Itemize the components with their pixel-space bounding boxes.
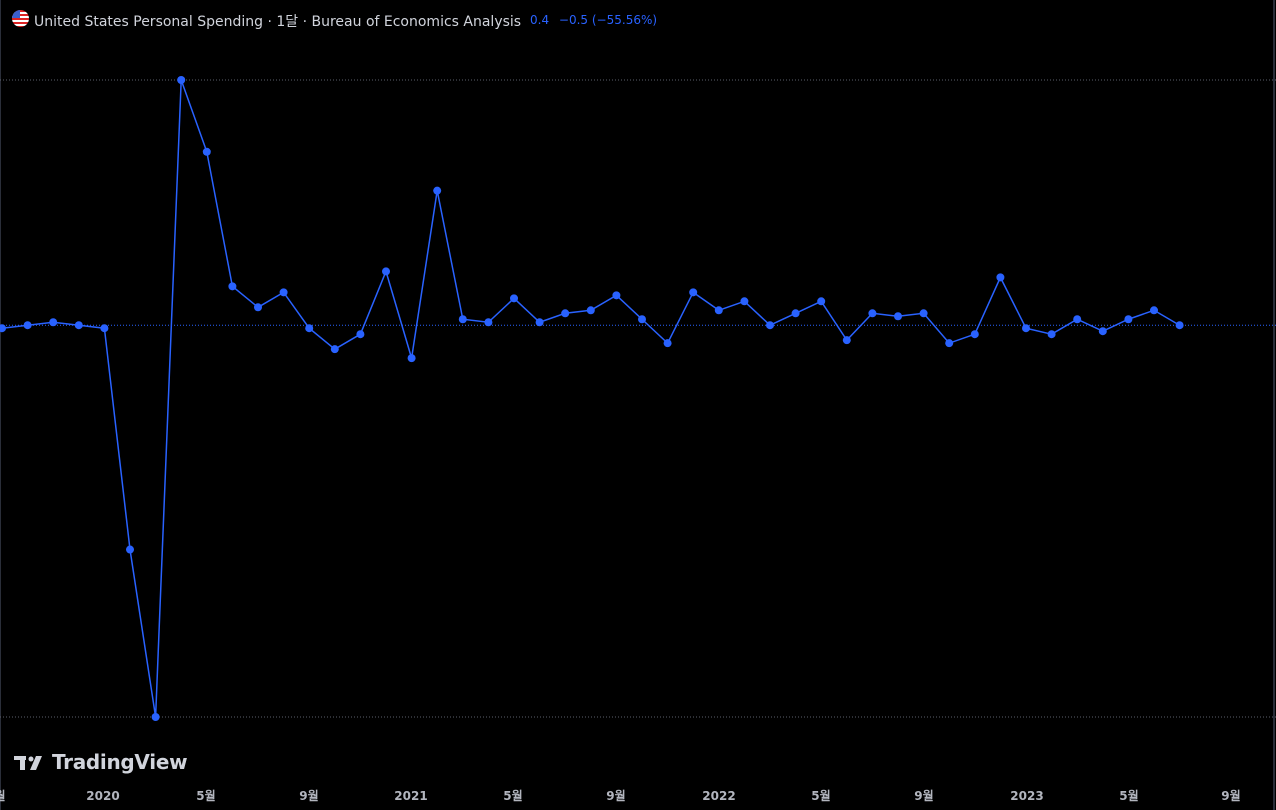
x-tick-label: 5월 [196, 788, 215, 803]
data-point [49, 318, 58, 327]
x-tick-label: 2021 [394, 789, 427, 803]
data-point [1047, 330, 1056, 339]
data-point [254, 303, 262, 312]
x-tick-label: 9월 [606, 788, 625, 803]
data-point [151, 713, 160, 721]
x-axis-ticks: 월 2020 5월 9월 2021 5월 9월 2022 5월 9월 2023 5월 9월 [0, 788, 1241, 803]
data-point [433, 186, 442, 195]
data-point [1175, 321, 1184, 330]
x-tick-label: 9월 [914, 788, 933, 803]
data-point [1022, 324, 1030, 333]
x-tick-label: 5월 [503, 788, 522, 803]
data-point [407, 354, 416, 363]
data-point [689, 288, 698, 297]
data-point [279, 288, 288, 297]
data-point [561, 309, 570, 318]
data-point [382, 267, 390, 276]
data-point [1124, 315, 1133, 324]
data-point [356, 330, 365, 339]
x-tick-label: 월 [0, 788, 6, 803]
data-point [894, 312, 902, 321]
data-point [586, 306, 595, 315]
data-point [1150, 306, 1158, 315]
data-point [0, 324, 6, 333]
x-tick-label: 9월 [299, 788, 318, 803]
last-value: 0.4 [530, 13, 550, 27]
data-point [817, 297, 826, 306]
data-point [663, 339, 672, 348]
data-point [330, 345, 339, 354]
x-tick-label: 2020 [86, 789, 119, 803]
series-line [1, 79, 1180, 718]
us-flag-icon [12, 10, 29, 27]
data-point [202, 147, 211, 156]
data-point [766, 321, 774, 330]
change-value: −0.5 (−55.56%) [558, 13, 658, 27]
data-point [714, 306, 723, 315]
data-point [740, 297, 749, 306]
data-point [535, 318, 544, 327]
chart-header: United States Personal Spending · 1달 · B… [0, 0, 1276, 38]
data-point [945, 339, 954, 348]
data-point [100, 324, 109, 333]
x-tick-label: 5월 [1119, 788, 1138, 803]
data-point [1098, 327, 1107, 336]
data-point [126, 545, 134, 554]
brand-name: TradingView [52, 750, 188, 774]
data-point [458, 315, 467, 324]
data-point [74, 321, 83, 330]
data-point [612, 291, 621, 300]
data-point [510, 294, 518, 303]
legend-values: 0.4 −0.5 (−55.56%) [530, 13, 657, 27]
tradingview-logo-icon [14, 756, 42, 770]
data-point [228, 282, 237, 291]
data-point [638, 315, 646, 324]
x-tick-label: 2022 [702, 789, 735, 803]
data-point [1073, 315, 1082, 324]
x-tick-label: 5월 [811, 788, 830, 803]
data-point [868, 309, 877, 318]
data-point [23, 321, 32, 330]
data-point [305, 324, 314, 333]
data-point [177, 76, 186, 84]
x-tick-label: 9월 [1221, 788, 1240, 803]
chart-title[interactable]: United States Personal Spending · 1달 · B… [34, 14, 522, 30]
data-point [484, 318, 493, 327]
data-point [842, 336, 851, 345]
data-point [970, 330, 979, 339]
data-point [791, 309, 800, 318]
reference-lines [0, 79, 1276, 718]
data-points [0, 76, 1184, 721]
x-tick-label: 2023 [1010, 789, 1043, 803]
data-point [919, 309, 928, 318]
data-point [996, 273, 1005, 282]
